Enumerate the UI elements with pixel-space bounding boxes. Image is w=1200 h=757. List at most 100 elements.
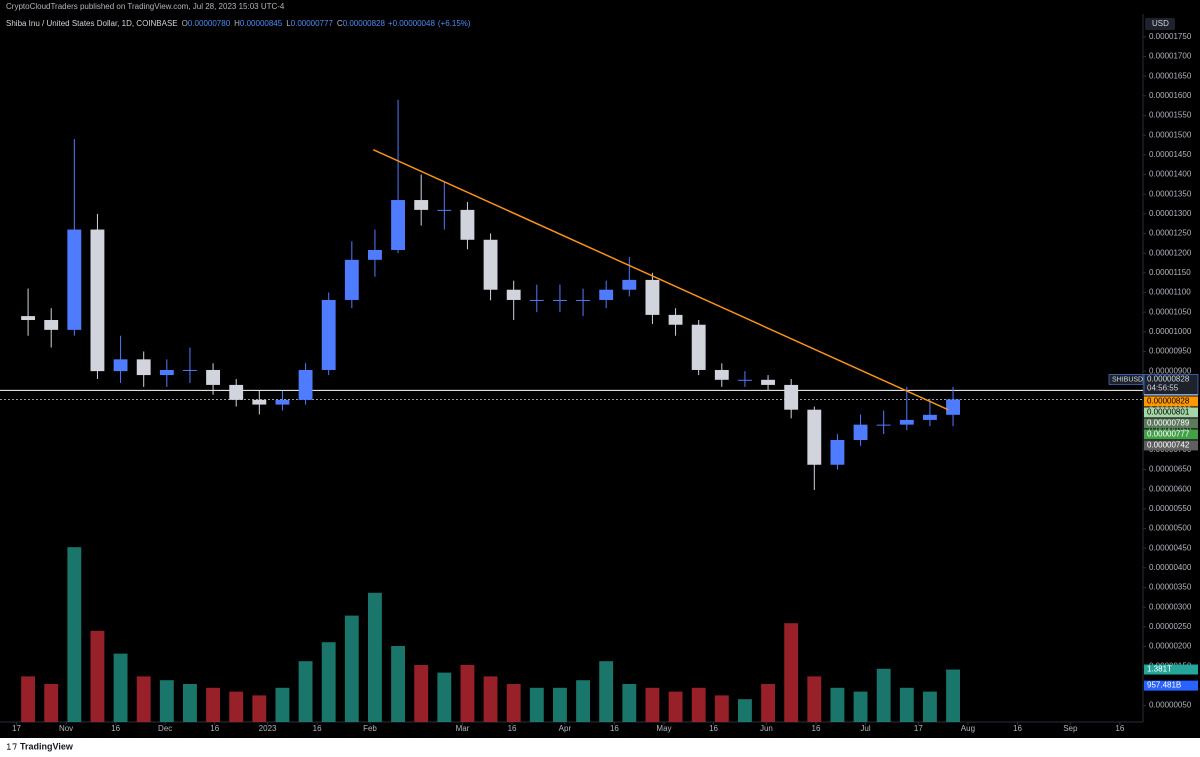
y-tick-label: 0.00001200 xyxy=(1149,248,1192,257)
candle-body xyxy=(321,299,336,370)
x-tick-label: 16 xyxy=(111,724,120,733)
candle-body xyxy=(807,409,822,465)
volume-bar xyxy=(622,684,637,722)
price-label: 0.00000742 xyxy=(1147,441,1190,450)
x-tick-label: Mar xyxy=(456,724,470,733)
candle-body xyxy=(668,314,683,325)
y-tick-label: 0.00001700 xyxy=(1149,52,1192,61)
volume-bar xyxy=(807,676,822,722)
volume-bar xyxy=(483,676,498,722)
y-tick-label: 0.00000550 xyxy=(1149,504,1192,513)
candle-body xyxy=(876,424,891,426)
candle-body xyxy=(622,279,637,290)
volume-bar xyxy=(21,676,36,722)
price-label-box xyxy=(1144,407,1198,418)
candle-body xyxy=(737,379,752,381)
candle-body xyxy=(391,200,406,250)
y-tick-label: 0.00000950 xyxy=(1149,347,1192,356)
volume-label-box xyxy=(1144,664,1198,675)
ohlc-letter: H xyxy=(234,19,240,28)
candle-body xyxy=(460,209,475,240)
ohlc-letter: C xyxy=(337,19,343,28)
last-price-box xyxy=(1143,374,1199,395)
candle-body xyxy=(946,399,960,415)
volume-bar xyxy=(946,669,960,722)
price-label-box xyxy=(1144,418,1198,429)
candle-body xyxy=(899,419,914,425)
x-tick-label: 17 xyxy=(12,724,21,733)
volume-bar xyxy=(761,684,775,722)
candle-body xyxy=(67,229,82,330)
x-tick-label: Nov xyxy=(59,724,73,733)
trendline xyxy=(372,149,949,411)
y-tick-label: 0.00001150 xyxy=(1149,268,1191,277)
x-tick-label: Jul xyxy=(860,724,870,733)
y-tick-label: 0.00001450 xyxy=(1149,150,1192,159)
ohlc-value: 0.00000780 xyxy=(188,19,231,28)
publisher-line: CryptoCloudTraders published on TradingV… xyxy=(6,2,285,11)
price-label: 0.00000801 xyxy=(1147,408,1190,417)
candle-body xyxy=(275,399,290,405)
candle-body xyxy=(159,369,174,376)
change-percent: (+6.15%) xyxy=(438,19,471,28)
volume-bar xyxy=(275,687,290,722)
volume-bar xyxy=(136,676,151,722)
x-tick-label: 16 xyxy=(1013,724,1022,733)
price-label: 0.00000777 xyxy=(1147,430,1190,439)
volume-bar xyxy=(159,680,174,722)
symbol-title: Shiba Inu / United States Dollar, 1D, CO… xyxy=(6,19,178,28)
footer-brand: TradingView xyxy=(20,741,74,751)
y-tick-label: 0.00001100 xyxy=(1149,288,1191,297)
ohlc-letter: L xyxy=(286,19,291,28)
candle-body xyxy=(206,369,221,385)
candle-body xyxy=(830,439,845,465)
x-tick-label: 17 xyxy=(914,724,923,733)
y-tick-label: 0.00001400 xyxy=(1149,170,1192,179)
candle-body xyxy=(784,384,799,410)
volume-bar xyxy=(113,653,128,722)
y-tick-label: 0.00001250 xyxy=(1149,229,1192,238)
volume-bar xyxy=(668,691,683,722)
candle-body xyxy=(553,299,567,301)
candle-body xyxy=(44,320,59,330)
volume-label-box xyxy=(1144,680,1198,691)
candle-body xyxy=(506,289,521,300)
currency: USD xyxy=(1152,19,1169,28)
volume-label: 957.481B xyxy=(1147,681,1181,690)
x-tick-label: Feb xyxy=(363,724,377,733)
y-tick-label: 0.00001050 xyxy=(1149,307,1192,316)
x-tick-label: Aug xyxy=(961,724,975,733)
candle-body xyxy=(576,299,590,301)
price-label: 0.00000828 xyxy=(1147,397,1190,406)
price-label-box xyxy=(1144,396,1198,407)
x-tick-label: 2023 xyxy=(259,724,277,733)
last-price: 0.00000828 xyxy=(1147,375,1190,384)
volume-bar xyxy=(784,623,799,722)
y-tick-label: 0.00001500 xyxy=(1149,130,1192,139)
ohlc-value: 0.00000777 xyxy=(291,19,334,28)
volume-bar xyxy=(737,699,752,722)
candle-body xyxy=(483,239,498,290)
y-tick-label: 0.00000300 xyxy=(1149,602,1192,611)
x-tick-label: May xyxy=(656,724,671,733)
footer-logo: 𝟷𝟽 xyxy=(6,741,18,751)
y-tick-label: 0.00001550 xyxy=(1149,111,1192,120)
volume-label: 1.381T xyxy=(1147,665,1172,674)
x-tick-label: 16 xyxy=(1115,724,1124,733)
candle-body xyxy=(90,229,105,372)
volume-bar xyxy=(576,680,590,722)
price-label-box xyxy=(1144,440,1198,451)
candle-body xyxy=(229,384,244,400)
volume-bar xyxy=(391,646,406,722)
y-tick-label: 0.00001000 xyxy=(1149,327,1192,336)
volume-bar xyxy=(229,691,244,722)
volume-bar xyxy=(321,642,336,722)
price-label: 0.00000789 xyxy=(1147,419,1190,428)
volume-bar xyxy=(368,592,382,722)
candle-body xyxy=(183,369,197,371)
volume-bar xyxy=(691,687,706,722)
symbol-box xyxy=(1108,374,1144,385)
